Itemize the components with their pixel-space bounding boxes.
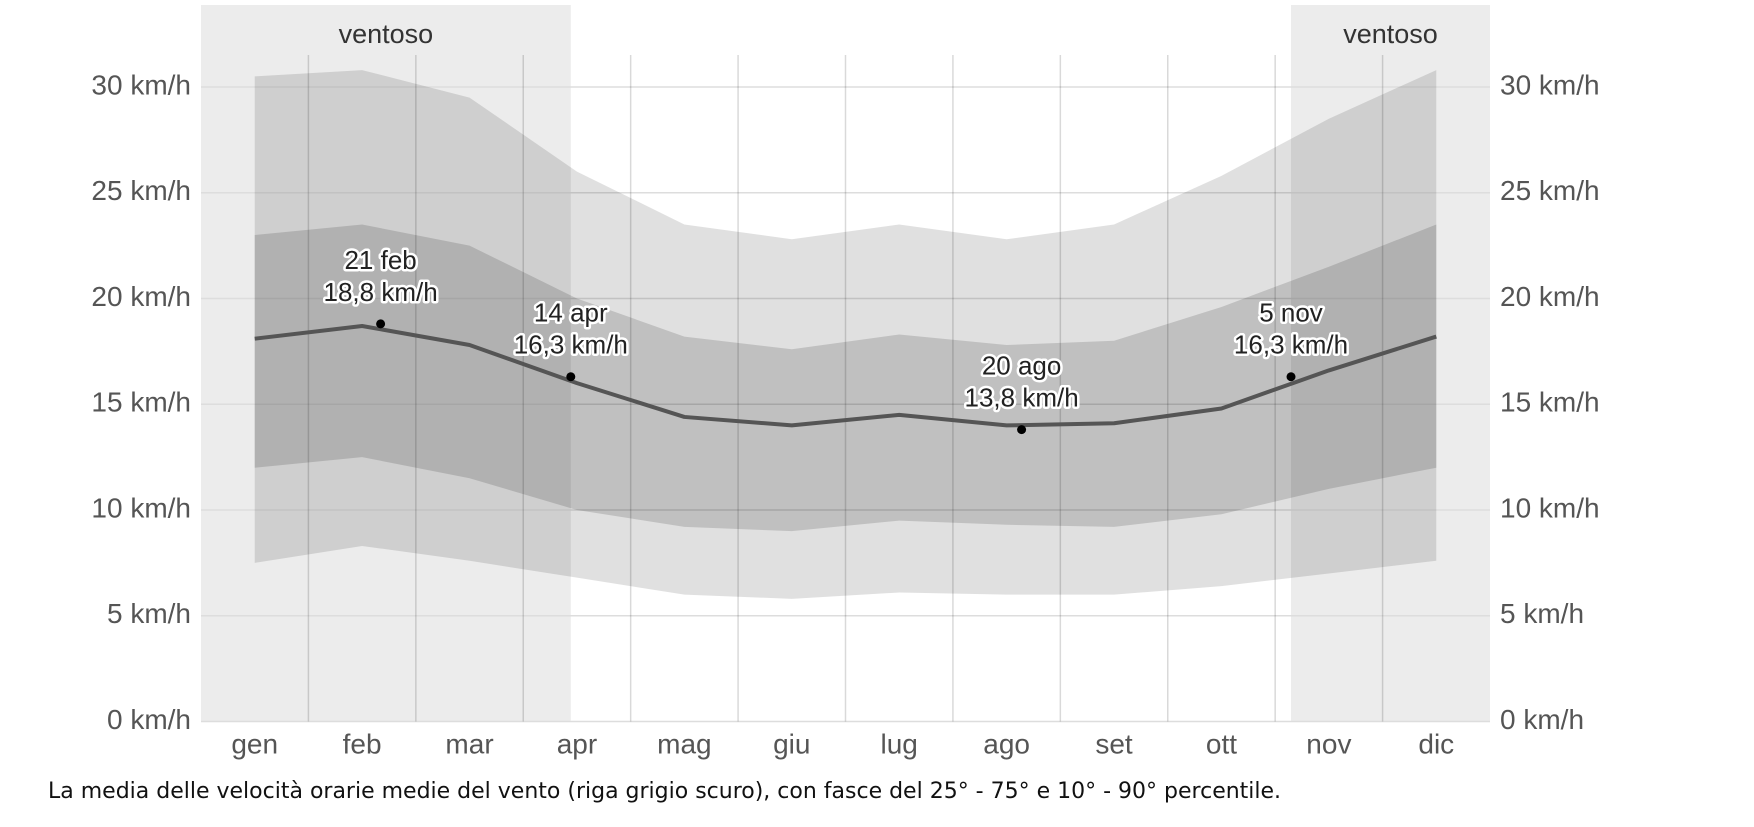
x-tick-label: mag (657, 728, 711, 759)
y2-tick-label: 15 km/h (1500, 387, 1600, 418)
annotation-value: 13,8 km/h (965, 383, 1079, 413)
annotation-date: 14 apr (534, 298, 608, 328)
region-label: ventoso (1343, 19, 1438, 49)
x-tick-label: dic (1418, 728, 1454, 759)
annotation-dot (566, 372, 576, 382)
y2-tick-label: 25 km/h (1500, 175, 1600, 206)
percentile-band (254, 70, 1437, 599)
y2-tick-label: 5 km/h (1500, 598, 1584, 629)
percentile-band (254, 224, 1437, 532)
x-tick-label: feb (343, 728, 382, 759)
x-tick-label: gen (231, 728, 278, 759)
annotation-value: 18,8 km/h (324, 277, 438, 307)
y-tick-label: 25 km/h (91, 175, 191, 206)
y2-tick-label: 10 km/h (1500, 492, 1600, 523)
y-tick-label: 10 km/h (91, 492, 191, 523)
caption: La media delle velocità orarie medie del… (48, 779, 1281, 804)
region (201, 5, 571, 722)
annotation-value: 16,3 km/h (514, 330, 628, 360)
annotation-dot (1017, 425, 1027, 435)
y2-tick-label: 30 km/h (1500, 69, 1600, 100)
x-tick-label: nov (1306, 728, 1351, 759)
annotation-dot (1286, 372, 1296, 382)
y-tick-label: 15 km/h (91, 387, 191, 418)
x-tick-label: lug (881, 728, 918, 759)
annotation-value: 16,3 km/h (1234, 330, 1348, 360)
x-tick-label: ago (983, 728, 1030, 759)
annotation-date: 21 feb (344, 245, 416, 275)
y-tick-label: 0 km/h (107, 704, 191, 735)
region-label: ventoso (339, 19, 434, 49)
x-tick-label: mar (445, 728, 493, 759)
region (1291, 5, 1490, 722)
x-tick-label: apr (557, 728, 597, 759)
y2-tick-label: 0 km/h (1500, 704, 1584, 735)
x-tick-label: set (1095, 728, 1133, 759)
annotation-dot (376, 319, 386, 329)
x-tick-label: giu (773, 728, 810, 759)
annotation-date: 5 nov (1259, 298, 1323, 328)
y-tick-label: 30 km/h (91, 69, 191, 100)
annotation-date: 20 ago (982, 351, 1062, 381)
x-tick-label: ott (1206, 728, 1237, 759)
y2-tick-label: 20 km/h (1500, 281, 1600, 312)
y-tick-label: 5 km/h (107, 598, 191, 629)
y-tick-label: 20 km/h (91, 281, 191, 312)
mean-line (254, 323, 1437, 428)
